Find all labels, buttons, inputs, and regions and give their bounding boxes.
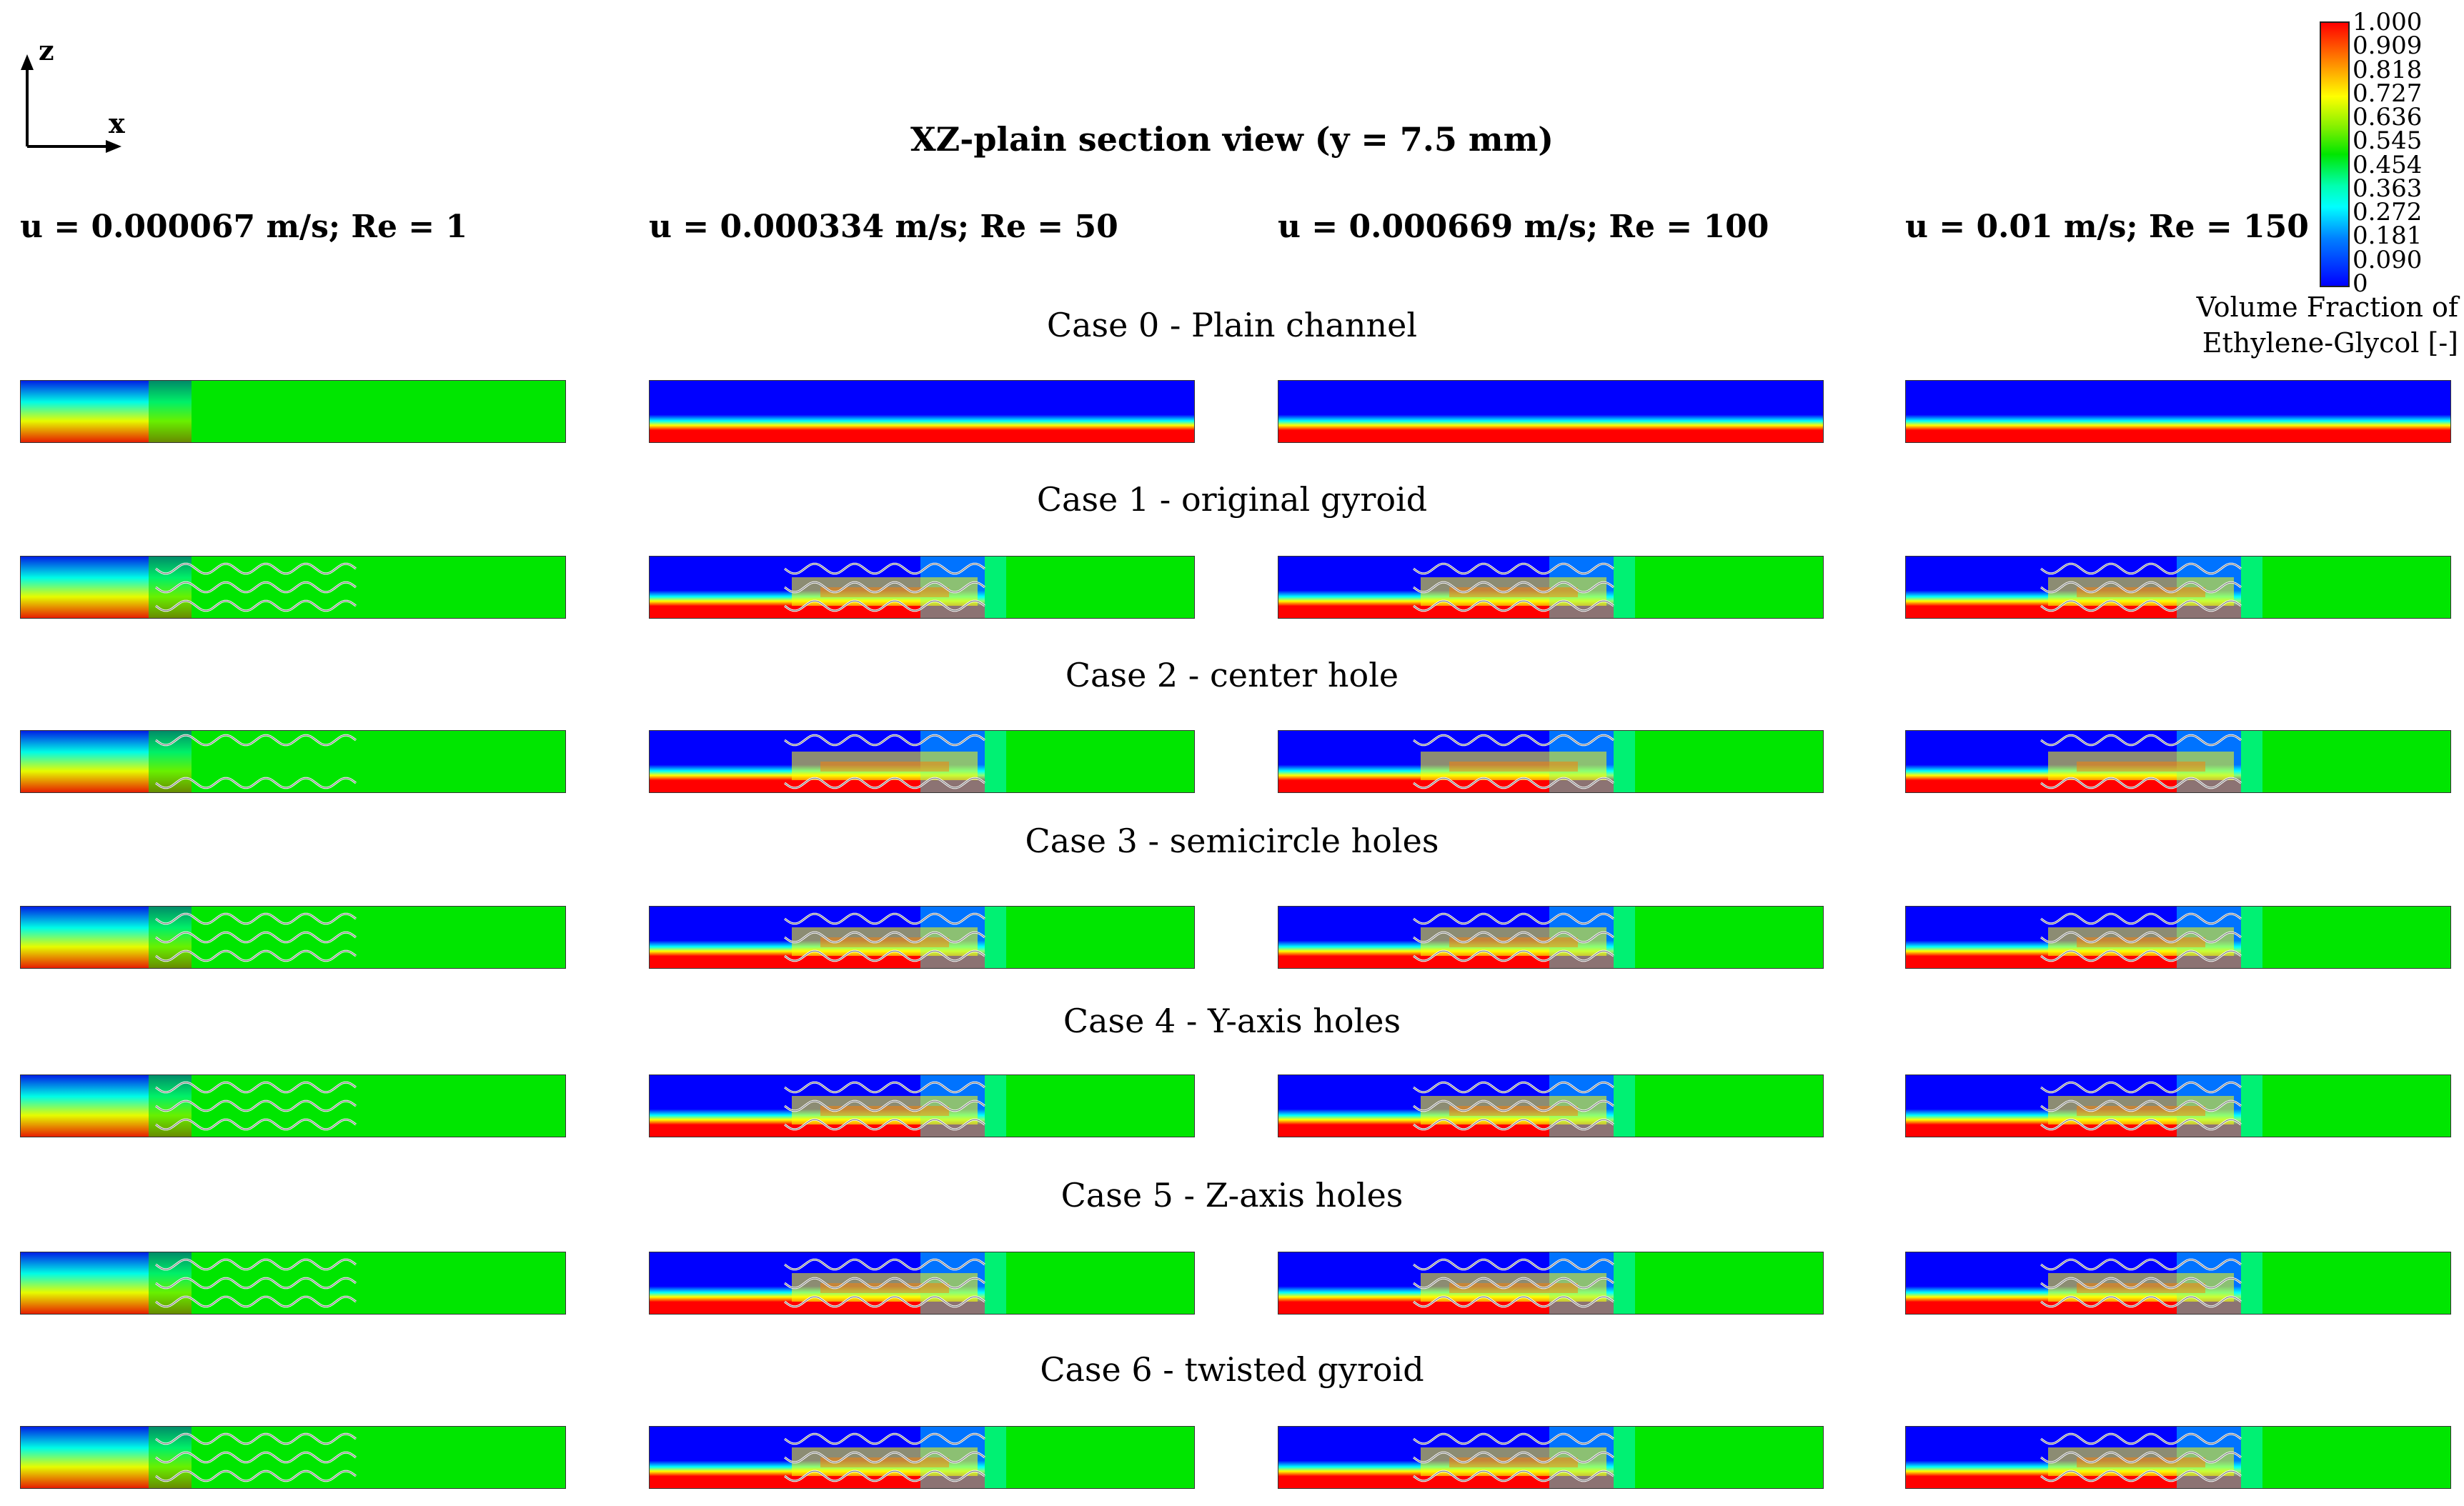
- contour-panel-case5-col1: [649, 1252, 1195, 1315]
- colorbar-tick: 0.090: [2353, 245, 2423, 274]
- contour-panel-case6-col3: [1905, 1426, 2451, 1489]
- contour-panel-case5-col3: [1905, 1252, 2451, 1315]
- contour-panel-case0-col0: [20, 380, 566, 443]
- contour-panel-case6-col2: [1278, 1426, 1824, 1489]
- axes-indicator: z x: [14, 29, 150, 171]
- contour-panel-case2-col0: [20, 730, 566, 793]
- contour-panel-case5-col0: [20, 1252, 566, 1315]
- column-header-re50: u = 0.000334 m/s; Re = 50: [649, 209, 1118, 245]
- contour-panel-case0-col2: [1278, 380, 1824, 443]
- contour-panel-case3-col1: [649, 906, 1195, 969]
- contour-panel-case1-col0: [20, 556, 566, 619]
- colorbar-tick: 0.818: [2353, 55, 2423, 84]
- axes-arrows-icon: [21, 54, 121, 153]
- case-label-5: Case 5 - Z-axis holes: [1060, 1176, 1404, 1215]
- z-axis-label: z: [39, 34, 54, 66]
- case-label-3: Case 3 - semicircle holes: [1025, 822, 1439, 860]
- case-label-1: Case 1 - original gyroid: [1036, 480, 1428, 519]
- contour-panel-case3-col2: [1278, 906, 1824, 969]
- column-header-re1: u = 0.000067 m/s; Re = 1: [20, 209, 468, 245]
- case-label-2: Case 2 - center hole: [1065, 656, 1399, 694]
- contour-panel-case1-col1: [649, 556, 1195, 619]
- colorbar-tick: 0.909: [2353, 31, 2423, 61]
- contour-panel-case3-col3: [1905, 906, 2451, 969]
- contour-panel-case6-col1: [649, 1426, 1195, 1489]
- case-label-4: Case 4 - Y-axis holes: [1063, 1002, 1401, 1040]
- contour-panel-case2-col3: [1905, 730, 2451, 793]
- colorbar-tick: 0.363: [2353, 174, 2423, 203]
- colorbar-tick: 0.636: [2353, 103, 2423, 132]
- contour-panel-case1-col3: [1905, 556, 2451, 619]
- contour-panel-case4-col3: [1905, 1074, 2451, 1137]
- colorbar-tick: 0: [2353, 269, 2368, 298]
- contour-panel-case2-col2: [1278, 730, 1824, 793]
- contour-panel-case3-col0: [20, 906, 566, 969]
- contour-panel-case1-col2: [1278, 556, 1824, 619]
- contour-panel-case0-col1: [649, 380, 1195, 443]
- contour-panel-case4-col2: [1278, 1074, 1824, 1137]
- case-label-0: Case 0 - Plain channel: [1046, 306, 1418, 344]
- colorbar-tick: 0.181: [2353, 221, 2423, 251]
- column-header-re150: u = 0.01 m/s; Re = 150: [1905, 209, 2309, 245]
- contour-panel-case5-col2: [1278, 1252, 1824, 1315]
- contour-panel-case6-col0: [20, 1426, 566, 1489]
- colorbar-tick: 0.272: [2353, 198, 2423, 227]
- contour-panel-case4-col0: [20, 1074, 566, 1137]
- column-header-re100: u = 0.000669 m/s; Re = 100: [1278, 209, 1769, 245]
- contour-panel-case4-col1: [649, 1074, 1195, 1137]
- colorbar-title-line2: Ethylene-Glycol [-]: [2202, 327, 2458, 359]
- colorbar-tick: 0.545: [2353, 126, 2423, 156]
- colorbar-gradient: [2320, 21, 2350, 287]
- colorbar-tick: 0.727: [2353, 79, 2423, 108]
- colorbar-tick: 1.000: [2353, 8, 2423, 36]
- figure-title: XZ-plain section view (y = 7.5 mm): [910, 120, 1554, 159]
- contour-panel-case0-col3: [1905, 380, 2451, 443]
- colorbar-title-line1: Volume Fraction of: [2196, 291, 2458, 323]
- contour-panel-case2-col1: [649, 730, 1195, 793]
- case-label-6: Case 6 - twisted gyroid: [1040, 1350, 1424, 1389]
- colorbar-tick: 0.454: [2353, 150, 2423, 179]
- x-axis-label: x: [109, 107, 125, 139]
